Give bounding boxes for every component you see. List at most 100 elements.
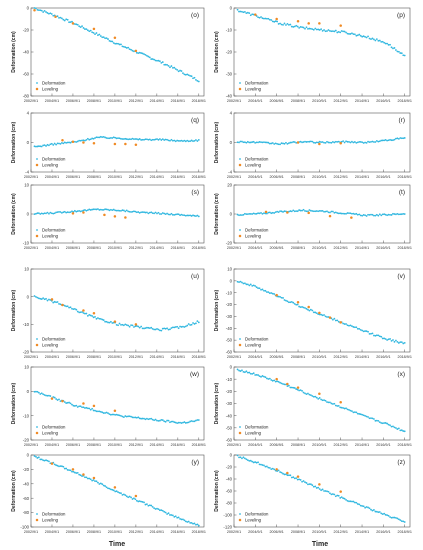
deformation-point [56,464,59,467]
deformation-point [260,16,262,18]
leveling-point [54,15,57,19]
deformation-point [302,208,305,211]
deformation-point [37,391,40,394]
deformation-point [127,138,130,141]
deformation-point [49,12,52,15]
deformation-point [105,320,108,323]
deformation-point [141,211,144,214]
deformation-point [368,37,371,40]
deformation-point [48,460,50,463]
deformation-point [187,323,190,325]
leveling-point [50,298,54,301]
deformation-point [296,478,299,481]
deformation-point [166,513,169,515]
deformation-point [122,45,125,48]
y-axis-title: Deformation (cm) [214,382,220,424]
deformation-point [112,489,115,492]
deformation-point [378,511,381,513]
deformation-point [45,297,47,300]
deformation-point [195,215,197,218]
deformation-point [334,29,337,32]
x-tick-label: 2010/9/1 [312,355,326,359]
deformation-point [187,421,190,424]
deformation-point [49,211,52,214]
deformation-point [324,490,327,492]
deformation-point [118,414,121,417]
y-tick-label: -20 [23,350,30,355]
deformation-point [111,488,114,491]
x-tick-label: 2018/9/1 [398,175,412,179]
deformation-point [121,415,124,418]
deformation-point [239,140,242,143]
deformation-point [238,10,240,13]
legend-deformation-label: Deformation [245,228,269,233]
legend-deformation-label: Deformation [42,81,66,86]
deformation-point [124,210,127,213]
deformation-point [72,470,75,473]
deformation-point [365,215,368,217]
deformation-point [397,50,400,53]
deformation-point [111,40,114,43]
leveling-point [286,471,289,475]
deformation-point [384,513,387,516]
deformation-point [384,139,387,141]
x-tick-label: 2004/9/1 [248,530,262,534]
x-tick-label: 2010/9/1 [108,99,122,103]
deformation-point [299,479,302,481]
deformation-point [71,210,73,213]
deformation-point [39,145,42,148]
y-tick-label: -120 [223,525,232,530]
deformation-point [348,408,350,411]
deformation-point [361,505,364,507]
deformation-point [43,144,46,147]
x-tick-label: 2004/9/1 [45,246,59,250]
deformation-point [71,20,73,23]
x-tick-label: 2004/9/1 [248,175,262,179]
deformation-point [124,323,127,326]
deformation-point [353,141,356,143]
deformation-point [258,463,261,466]
y-tick-label: -60 [23,72,30,77]
legend-leveling-marker [35,343,39,347]
x-tick-label: 2016/9/1 [376,99,390,103]
legend-deformation-marker [239,426,241,428]
deformation-point [37,145,40,148]
deformation-point [105,137,108,139]
deformation-point [197,419,200,421]
deformation-point [311,395,314,397]
deformation-point [345,140,347,143]
deformation-point [99,482,102,485]
deformation-point [125,495,128,498]
deformation-point [258,287,261,290]
deformation-point [63,210,66,213]
deformation-point [127,415,130,418]
y-axis-title: Deformation (cm) [214,121,220,163]
deformation-point [50,212,53,215]
deformation-point [370,508,372,511]
deformation-point [258,212,261,215]
deformation-point [164,213,167,216]
deformation-point [151,505,154,508]
deformation-point [50,142,53,145]
deformation-point [135,416,138,419]
deformation-point [380,335,383,338]
legend-leveling-marker [35,163,39,167]
deformation-point [249,141,252,144]
deformation-point [63,467,66,470]
deformation-point [340,406,343,409]
deformation-point [35,7,37,10]
deformation-point [389,43,391,46]
deformation-point [46,299,49,302]
deformation-point [171,326,174,329]
deformation-point [295,303,298,306]
deformation-point [390,139,393,142]
deformation-point [290,476,293,479]
deformation-point [362,35,365,38]
deformation-point [58,142,60,145]
deformation-point [308,140,311,143]
deformation-point [301,390,303,392]
deformation-point [118,491,121,494]
deformation-point [73,209,76,212]
